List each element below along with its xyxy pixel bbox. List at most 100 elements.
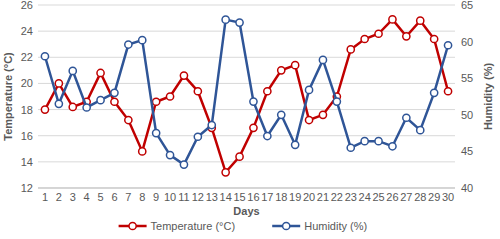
x-tick-label: 28 (414, 191, 426, 203)
series-marker (375, 138, 382, 145)
series-marker (236, 153, 243, 160)
series-marker (403, 33, 410, 40)
series-marker (139, 148, 146, 155)
series-marker (194, 88, 201, 95)
x-tick-label: 2 (56, 191, 62, 203)
x-tick-label: 14 (220, 191, 232, 203)
x-tick-label: 23 (345, 191, 357, 203)
x-tick-label: 9 (153, 191, 159, 203)
series-marker (236, 19, 243, 26)
series-marker (180, 161, 187, 168)
x-tick-label: 6 (111, 191, 117, 203)
x-tick-label: 20 (303, 191, 315, 203)
y-tick-label: 12 (21, 182, 33, 194)
series-marker (305, 86, 312, 93)
series-marker (250, 98, 257, 105)
series-marker (222, 169, 229, 176)
y-tick-label: 26 (21, 0, 33, 11)
x-tick-label: 15 (233, 191, 245, 203)
series-marker (389, 143, 396, 150)
series-marker (180, 72, 187, 79)
series-line (45, 20, 448, 165)
series-marker (431, 35, 438, 42)
series-marker (194, 133, 201, 140)
legend-label: Temperature (°C) (151, 220, 235, 232)
series-marker (55, 100, 62, 107)
y2-tick-label: 45 (461, 145, 473, 157)
series-marker (69, 67, 76, 74)
y-axis-title: Temperature (°C) (2, 52, 14, 141)
series-marker (222, 16, 229, 23)
legend: Temperature (°C)Humidity (%) (119, 220, 368, 232)
y2-tick (455, 151, 458, 152)
y2-tick-label: 40 (461, 182, 473, 194)
y-tick-label: 24 (21, 25, 33, 37)
y2-tick-label: 60 (461, 36, 473, 48)
series-marker (97, 97, 104, 104)
x-tick-label: 7 (125, 191, 131, 203)
x-tick-label: 29 (428, 191, 440, 203)
series-marker (305, 116, 312, 123)
x-axis-title: Days (233, 205, 259, 217)
series-marker (166, 151, 173, 158)
series-marker (292, 62, 299, 69)
x-tick-label: 30 (442, 191, 454, 203)
chart: 1214161820222426404550556065123456789101… (0, 0, 500, 239)
series-marker (347, 46, 354, 53)
series-marker (69, 103, 76, 110)
series-marker (250, 124, 257, 131)
y2-tick-label: 55 (461, 72, 473, 84)
series-marker (417, 17, 424, 24)
x-tick-label: 24 (359, 191, 371, 203)
grid-line (38, 5, 455, 6)
series-marker (111, 89, 118, 96)
x-tick-label: 26 (386, 191, 398, 203)
y2-tick-label: 50 (461, 109, 473, 121)
series-marker (111, 98, 118, 105)
x-tick-label: 11 (178, 191, 189, 203)
x-tick-label: 18 (275, 191, 287, 203)
y-tick-label: 14 (21, 156, 33, 168)
x-tick-label: 3 (70, 191, 76, 203)
series-marker (375, 30, 382, 37)
x-tick-label: 22 (331, 191, 343, 203)
grid-line (38, 188, 455, 189)
y2-tick (455, 188, 458, 189)
series-marker (264, 132, 271, 139)
series-marker (444, 42, 451, 49)
grid-line (38, 161, 455, 162)
series-marker (319, 56, 326, 63)
series-line (45, 19, 448, 172)
plot-area (41, 16, 451, 176)
series-marker (264, 88, 271, 95)
series-marker (125, 41, 132, 48)
series-marker (139, 37, 146, 44)
series-marker (97, 69, 104, 76)
y2-tick (455, 114, 458, 115)
x-tick-label: 16 (247, 191, 259, 203)
series-marker (361, 35, 368, 42)
y-tick-label: 20 (21, 77, 33, 89)
series-marker (208, 121, 215, 128)
series-marker (417, 127, 424, 134)
y-tick-label: 16 (21, 130, 33, 142)
series-marker (444, 88, 451, 95)
grid-line (38, 83, 455, 84)
legend-marker (129, 222, 136, 229)
y2-tick (455, 41, 458, 42)
grid-line (38, 31, 455, 32)
x-tick-label: 19 (289, 191, 301, 203)
x-tick-label: 25 (372, 191, 384, 203)
series-marker (403, 114, 410, 121)
series-marker (153, 98, 160, 105)
x-axis (38, 188, 455, 189)
y2-axis-title: Humidity (%) (482, 63, 494, 131)
x-tick-label: 12 (192, 191, 204, 203)
series-marker (292, 141, 299, 148)
grid-line (38, 135, 455, 136)
series-marker (166, 93, 173, 100)
y-tick-label: 18 (21, 104, 33, 116)
y2-tick (455, 78, 458, 79)
series-marker (83, 104, 90, 111)
y2-tick (455, 5, 458, 6)
